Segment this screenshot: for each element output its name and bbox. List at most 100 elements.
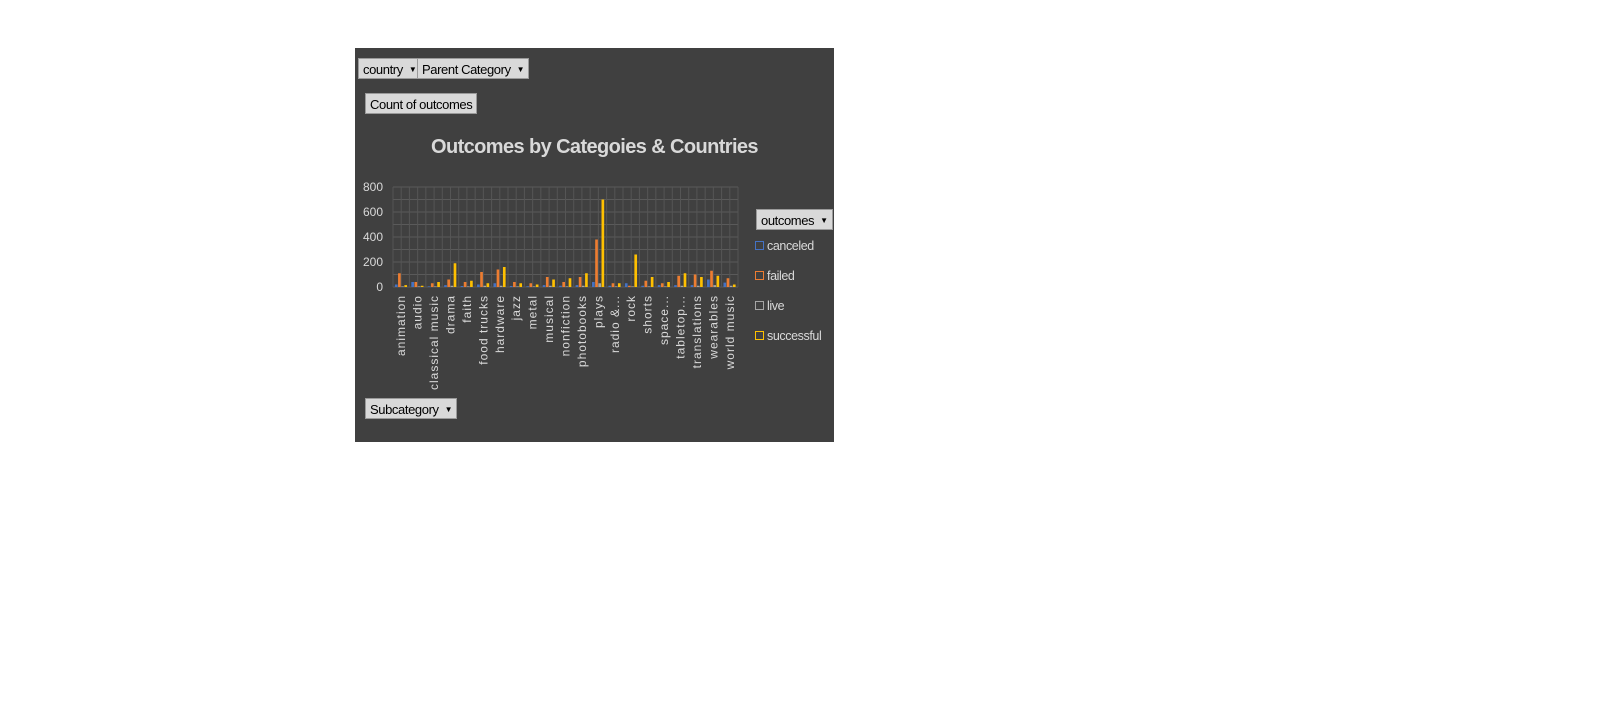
x-tick-label: photobooks — [575, 295, 589, 367]
bar-live — [516, 286, 519, 287]
bar-successful — [634, 254, 638, 287]
bar-failed — [628, 285, 631, 287]
bar-successful — [420, 285, 424, 287]
x-tick-label: drama — [444, 295, 458, 334]
bar-canceled — [707, 279, 710, 287]
bar-successful — [585, 273, 588, 287]
x-tick-label: audio — [411, 295, 425, 329]
legend-field-button[interactable]: outcomes ▼ — [756, 209, 833, 230]
bar-canceled — [592, 282, 595, 287]
bar-successful — [470, 280, 473, 287]
country-filter-label: country — [363, 62, 403, 77]
bar-live — [729, 285, 733, 287]
bar-successful — [700, 277, 703, 287]
dropdown-arrow-icon: ▼ — [408, 65, 417, 75]
bar-canceled — [657, 285, 661, 287]
x-tick-label: world music — [723, 295, 737, 370]
x-tick-label: classical music — [427, 295, 441, 390]
legend-label: failed — [767, 269, 795, 283]
bar-successful — [404, 285, 408, 287]
bar-canceled — [641, 285, 644, 287]
bar-failed — [398, 273, 401, 287]
legend-field-label: outcomes — [761, 213, 815, 228]
bar-canceled — [526, 286, 529, 287]
bar-failed — [513, 282, 516, 287]
bar-successful — [519, 283, 523, 287]
dropdown-arrow-icon: ▼ — [444, 405, 453, 415]
bar-successful — [552, 279, 555, 287]
bar-successful — [683, 273, 687, 287]
bar-successful — [716, 275, 720, 287]
bar-successful — [667, 282, 670, 287]
x-tick-label: jazz — [509, 295, 523, 321]
bar-canceled — [477, 284, 480, 287]
x-tick-label: metal — [526, 295, 540, 329]
bar-canceled — [559, 285, 562, 287]
bar-live — [581, 285, 585, 287]
bar-live — [483, 285, 487, 287]
bar-live — [664, 286, 667, 287]
x-tick-label: radio &... — [608, 295, 622, 353]
parent-category-filter-button[interactable]: Parent Category ▼ — [417, 58, 530, 79]
bar-live — [713, 285, 717, 287]
x-tick-label: nonfiction — [559, 295, 573, 356]
bar-canceled — [690, 285, 694, 287]
bar-live — [598, 283, 602, 287]
values-field-button[interactable]: Count of outcomes — [365, 93, 478, 114]
y-tick-label: 400 — [363, 230, 383, 244]
bar-successful — [732, 284, 736, 287]
bar-failed — [644, 280, 648, 287]
x-tick-label: musical — [542, 295, 556, 343]
bar-live — [417, 286, 421, 287]
bar-canceled — [608, 285, 612, 287]
legend-swatch — [755, 271, 764, 281]
bar-successful — [453, 263, 457, 287]
bar-failed — [595, 239, 598, 287]
bar-canceled — [509, 286, 513, 287]
bar-live — [647, 286, 651, 287]
legend-swatch — [755, 301, 764, 311]
x-tick-label: tabletop... — [674, 295, 688, 359]
bar-failed — [677, 275, 680, 287]
country-filter-button[interactable]: country ▼ — [358, 58, 422, 79]
x-tick-label: wearables — [706, 295, 720, 360]
bar-canceled — [542, 285, 546, 287]
bar-live — [450, 285, 454, 287]
bar-successful — [437, 282, 440, 287]
legend-label: live — [767, 299, 785, 313]
bar-live — [401, 286, 404, 287]
bar-live — [466, 286, 470, 287]
axis-field-button[interactable]: Subcategory ▼ — [365, 398, 458, 419]
bar-canceled — [575, 285, 579, 287]
legend-item-successful: successful — [755, 329, 822, 343]
bar-canceled — [411, 282, 414, 287]
legend-swatch — [755, 331, 764, 341]
y-tick-label: 600 — [363, 205, 383, 219]
legend-label: canceled — [767, 239, 814, 253]
bar-successful — [601, 199, 605, 287]
bar-failed — [447, 279, 450, 287]
bar-failed — [726, 278, 730, 287]
bar-live — [631, 286, 634, 287]
bar-live — [614, 286, 618, 287]
bar-failed — [660, 283, 664, 287]
y-tick-label: 200 — [363, 255, 383, 269]
bar-failed — [496, 269, 500, 287]
bar-live — [696, 285, 700, 287]
legend-label: successful — [767, 329, 822, 343]
x-tick-label: space... — [657, 295, 671, 345]
bar-failed — [480, 272, 483, 287]
plot-area: 0 200 400 600 800 animation audio classical mus… — [363, 180, 739, 390]
bar-canceled — [674, 285, 677, 287]
legend-item-live: live — [755, 299, 785, 313]
legend-item-canceled: canceled — [755, 239, 814, 253]
bar-failed — [611, 283, 615, 287]
axis-field-label: Subcategory — [370, 402, 439, 417]
bar-successful — [568, 278, 572, 287]
bar-failed — [430, 283, 434, 287]
legend-item-failed: failed — [755, 269, 795, 283]
y-tick-label: 0 — [376, 280, 383, 294]
bar-live — [532, 286, 536, 287]
x-tick-label: faith — [460, 295, 474, 323]
legend-swatch — [755, 241, 764, 251]
